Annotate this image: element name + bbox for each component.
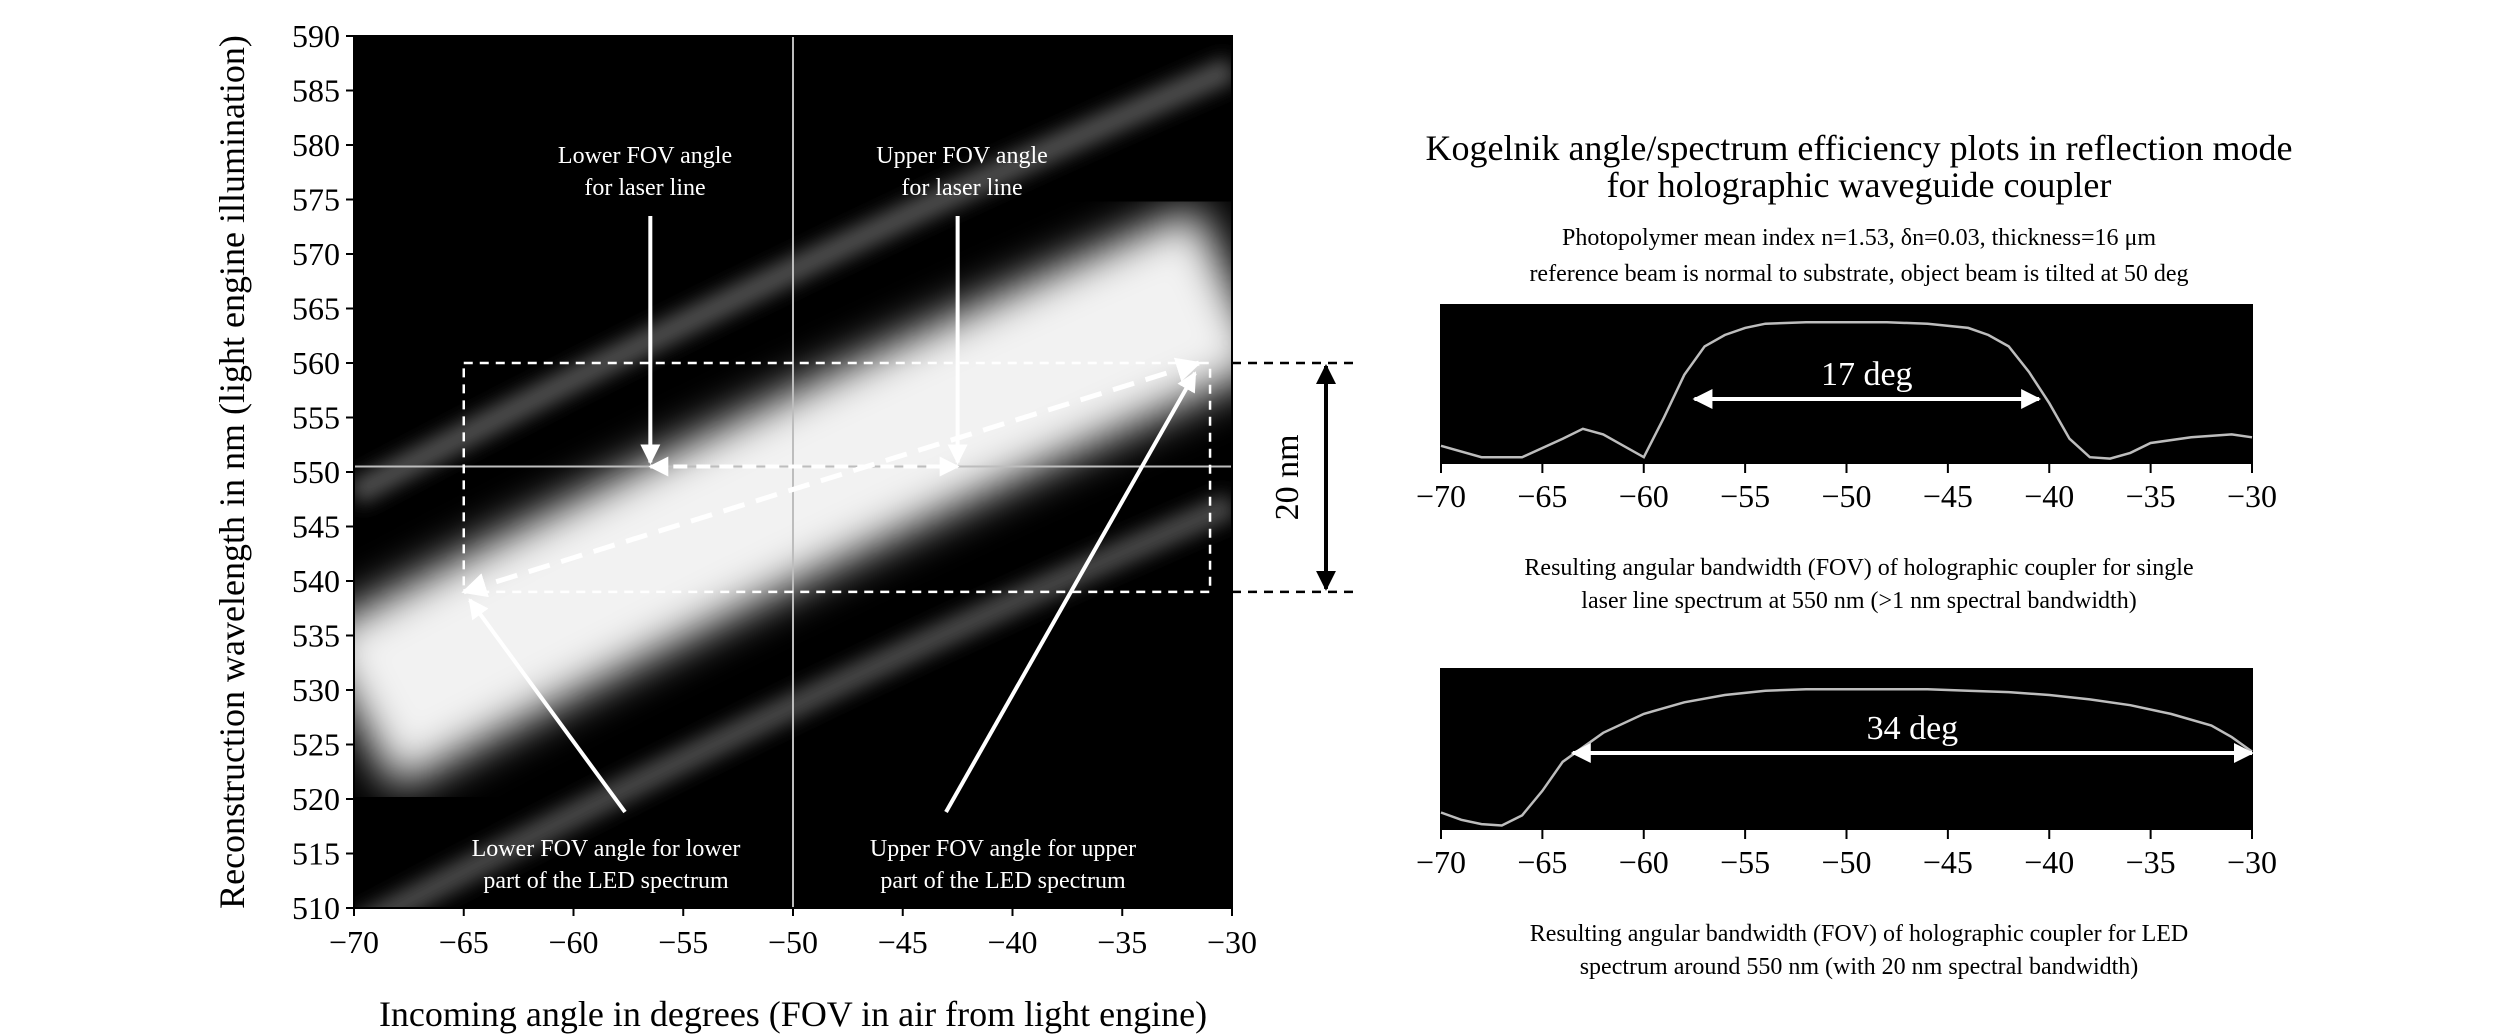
annotation-lower-fov-laser-line2: for laser line — [584, 175, 705, 201]
y-tick-label: 510 — [292, 890, 340, 926]
x-tick-label: −45 — [878, 924, 928, 960]
laser-bandwidth-label: 17 deg — [1821, 356, 1913, 393]
y-tick-label: 545 — [292, 509, 340, 545]
x-tick-label: −70 — [329, 924, 379, 960]
x-tick-label: −65 — [1517, 844, 1567, 880]
x-tick-label: −45 — [1923, 844, 1973, 880]
panel-title-line1: Kogelnik angle/spectrum efficiency plots… — [1425, 128, 2292, 168]
params-line1: Photopolymer mean index n=1.53, δn=0.03,… — [1562, 225, 2156, 251]
y-tick-label: 565 — [292, 291, 340, 327]
x-tick-label: −30 — [2227, 844, 2277, 880]
led-efficiency-curve — [1440, 688, 2253, 827]
heatmap-chart: Lower FOV angle for laser line Upper FOV… — [212, 18, 1355, 1034]
laser-caption-line2: laser line spectrum at 550 nm (>1 nm spe… — [1581, 588, 2136, 614]
laser-efficiency-curve — [1440, 321, 2253, 460]
y-tick-label: 555 — [292, 400, 340, 436]
pointer-lower-fov-led — [468, 598, 627, 814]
x-tick-label: −50 — [768, 924, 818, 960]
y-tick-label: 570 — [292, 236, 340, 272]
y-tick-label: 550 — [292, 454, 340, 490]
led-caption-line1: Resulting angular bandwidth (FOV) of hol… — [1530, 921, 2189, 947]
x-tick-label: −65 — [1517, 478, 1567, 514]
x-tick-label: −40 — [987, 924, 1037, 960]
x-tick-label: −65 — [439, 924, 489, 960]
led-plot-background — [1440, 668, 2253, 830]
heatmap-x-axis: −70 −65 −60 −55 −50 −45 −40 −35 −30 — [329, 908, 1257, 960]
x-tick-label: −55 — [1720, 844, 1770, 880]
right-panel: Kogelnik angle/spectrum efficiency plots… — [1416, 128, 2293, 980]
annotation-upper-fov-led-line1: Upper FOV angle for upper — [870, 836, 1136, 862]
x-tick-label: −60 — [1619, 478, 1669, 514]
annotation-upper-fov-led-line2: part of the LED spectrum — [880, 868, 1126, 894]
y-tick-label: 520 — [292, 781, 340, 817]
x-tick-label: −40 — [2024, 844, 2074, 880]
x-tick-label: −50 — [1821, 844, 1871, 880]
x-tick-label: −70 — [1416, 478, 1466, 514]
bandwidth-label: 20 nm — [1269, 434, 1306, 520]
y-tick-label: 530 — [292, 672, 340, 708]
heatmap-y-axis: 510 515 520 525 530 535 540 545 550 555 560 565 570 5… — [292, 18, 354, 926]
x-tick-label: −35 — [1097, 924, 1147, 960]
x-tick-label: −45 — [1923, 478, 1973, 514]
x-tick-label: −70 — [1416, 844, 1466, 880]
laser-plot-x-axis: −70 −65 −60 −55 −50 −45 −40 −35 −30 — [1416, 462, 2277, 514]
y-tick-label: 515 — [292, 836, 340, 872]
laser-plot-background — [1440, 304, 2253, 463]
y-tick-label: 540 — [292, 563, 340, 599]
x-tick-label: −60 — [548, 924, 598, 960]
annotation-lower-fov-led-line1: Lower FOV angle for lower — [472, 836, 741, 862]
params-line2: reference beam is normal to substrate, o… — [1529, 261, 2188, 287]
y-tick-label: 535 — [292, 618, 340, 654]
led-bandwidth-label: 34 deg — [1867, 710, 1959, 747]
x-tick-label: −60 — [1619, 844, 1669, 880]
x-tick-label: −35 — [2126, 478, 2176, 514]
annotation-lower-fov-laser-line1: Lower FOV angle — [558, 143, 732, 169]
led-fov-diagonal-arrow — [461, 357, 1202, 598]
led-caption-line2: spectrum around 550 nm (with 20 nm spect… — [1580, 954, 2139, 980]
x-tick-label: −55 — [658, 924, 708, 960]
heatmap-y-label: Reconstruction wavelength in nm (light e… — [212, 35, 252, 909]
y-tick-label: 585 — [292, 73, 340, 109]
annotation-upper-fov-laser-line2: for laser line — [901, 175, 1022, 201]
heatmap-x-label: Incoming angle in degrees (FOV in air fr… — [379, 994, 1207, 1034]
x-tick-label: −30 — [2227, 478, 2277, 514]
pointer-upper-fov-led — [944, 371, 1197, 813]
annotation-lower-fov-led-line2: part of the LED spectrum — [483, 868, 729, 894]
laser-caption-line1: Resulting angular bandwidth (FOV) of hol… — [1524, 555, 2193, 581]
y-tick-label: 590 — [292, 18, 340, 54]
x-tick-label: −50 — [1821, 478, 1871, 514]
y-tick-label: 525 — [292, 727, 340, 763]
y-tick-label: 580 — [292, 127, 340, 163]
x-tick-label: −35 — [2126, 844, 2176, 880]
y-tick-label: 575 — [292, 182, 340, 218]
y-tick-label: 560 — [292, 345, 340, 381]
x-tick-label: −30 — [1207, 924, 1257, 960]
led-plot-x-axis: −70 −65 −60 −55 −50 −45 −40 −35 −30 — [1416, 828, 2277, 880]
x-tick-label: −40 — [2024, 478, 2074, 514]
x-tick-label: −55 — [1720, 478, 1770, 514]
annotation-upper-fov-laser-line1: Upper FOV angle — [876, 143, 1048, 169]
panel-title-line2: for holographic waveguide coupler — [1607, 165, 2112, 205]
